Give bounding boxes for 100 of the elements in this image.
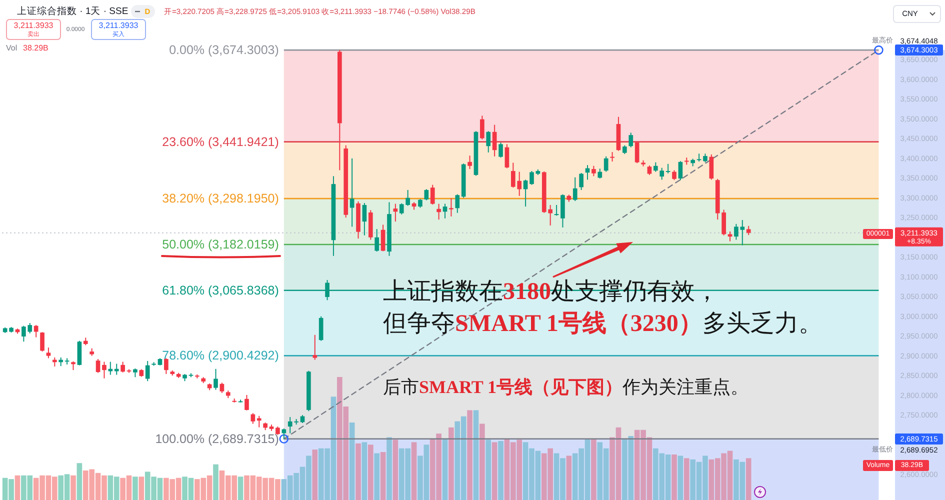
candlestick [362,202,367,236]
candlestick [572,176,578,202]
bar [746,458,752,500]
bar [566,456,572,500]
bar [76,463,82,500]
candlestick [728,230,732,242]
candlestick [214,368,218,390]
candlestick [424,188,429,201]
bar [442,438,448,500]
annotation: SMART 1号线（3230） [455,310,702,337]
ref-line-label: 23.60% (3,441.9421) [162,134,279,149]
annotation: 多头乏力。 [702,310,822,337]
candlestick [468,155,472,170]
ref-line-label: 100.00% (2,689.7315) [155,432,279,446]
bar [473,410,479,500]
bar [411,442,417,500]
candlestick [530,170,534,186]
candlestick [666,163,670,174]
candlestick [653,162,658,172]
candlestick [647,164,652,176]
bar [312,450,318,500]
candlestick [220,382,224,394]
candlestick [430,184,435,206]
candlestick [480,115,484,140]
candlestick [312,334,318,360]
annotation: SMART 1号线（见下图） [419,377,623,397]
candlestick [486,130,491,153]
candlestick [554,204,559,216]
candlestick [34,324,38,338]
bar [380,452,386,500]
candlestick [250,412,256,424]
bar [70,475,76,500]
candlestick [523,179,528,208]
candlestick [598,168,602,180]
candlestick [678,160,683,181]
candlestick [145,360,150,382]
candlestick [709,154,714,180]
bar [498,440,504,500]
candlestick [40,332,44,352]
candlestick [46,347,51,359]
candlestick [634,140,640,164]
annotation: 3,211.3933 [98,21,139,30]
candlestick [318,316,324,342]
candlestick [660,167,664,180]
candlestick [244,394,249,411]
candlestick [498,142,503,158]
bar [486,440,492,500]
candlestick [380,224,386,252]
candlestick [585,164,590,180]
candlestick [579,172,584,190]
bar [492,442,498,500]
bar [678,456,684,500]
bar [349,422,355,500]
candlestick [746,225,751,236]
bar [448,427,454,500]
candlestick [604,156,608,172]
candlestick [628,132,634,148]
candlestick [455,194,460,214]
candlestick [120,361,125,373]
bar [591,438,596,500]
bar [374,453,380,500]
bar [467,410,472,500]
bar [368,444,374,500]
ref-line-label: 61.80% (3,065.8368) [162,283,279,298]
candlestick [374,228,380,252]
candlestick [282,428,286,440]
annotation: 但争夺 [383,311,455,337]
ref-line-label: 50.00% (3,182.0159) [162,237,279,252]
ref-line-label: 0.00% (3,674.3003) [169,43,279,58]
annotation: 3,211.3933 [14,21,54,30]
candlestick [449,198,454,217]
bar [386,437,392,500]
bar [672,454,677,500]
bar [138,476,144,500]
bar [213,464,218,500]
candlestick [560,194,565,228]
ref-line-label: 78.60% (2,900.4292) [162,348,279,363]
bar [356,443,361,500]
bar [480,424,485,500]
candlestick [504,144,510,169]
bar [392,440,398,500]
candlestick [77,340,82,366]
bar [362,442,368,500]
candlestick [436,203,441,220]
bar [238,476,244,500]
bar [684,458,690,500]
candlestick [442,203,448,219]
candlestick [350,158,354,228]
annotation: 38.29B [23,44,48,52]
candlestick [610,152,614,162]
annotation: 后市 [383,377,419,397]
annotation: Vol [6,44,18,52]
candlestick [672,170,676,181]
bar [132,476,138,500]
candlestick [592,165,596,177]
candlestick [102,361,106,379]
text: 上证综合指数 · 1天 · SSE [17,5,128,17]
candlestick [492,124,497,157]
candlestick [96,358,100,374]
candlestick [256,415,262,428]
